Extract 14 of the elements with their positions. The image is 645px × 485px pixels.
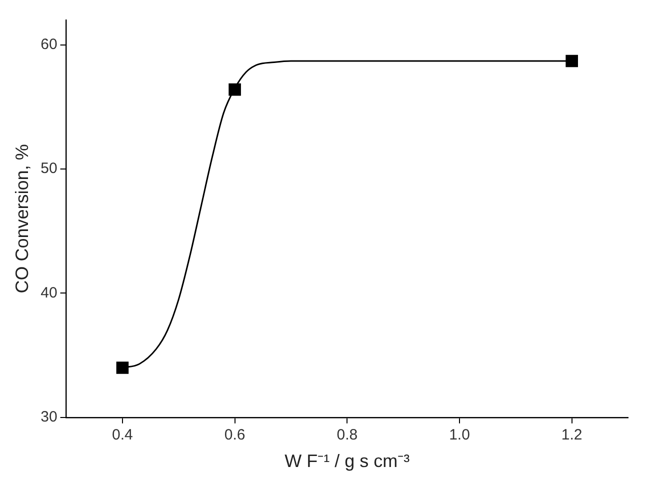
x-tick-label: 1.2: [561, 426, 582, 444]
point: [116, 362, 129, 374]
y-tick-label: 60: [40, 36, 58, 53]
point: [566, 54, 578, 68]
x-tick-label: 0.6: [224, 426, 246, 444]
point: [228, 83, 241, 96]
y-tick-label: 30: [40, 408, 58, 426]
y-tick-label: 50: [40, 160, 58, 178]
y-axis-title: CO Conversion, %: [12, 144, 32, 294]
x-axis-title: W F⁻¹ / g s cm⁻³: [284, 451, 410, 472]
x-tick-label: 1.0: [449, 426, 470, 444]
x-tick-label: 0.8: [336, 426, 358, 444]
y-tick-label: 40: [40, 284, 58, 302]
x-tick-label: 0.4: [112, 426, 133, 444]
